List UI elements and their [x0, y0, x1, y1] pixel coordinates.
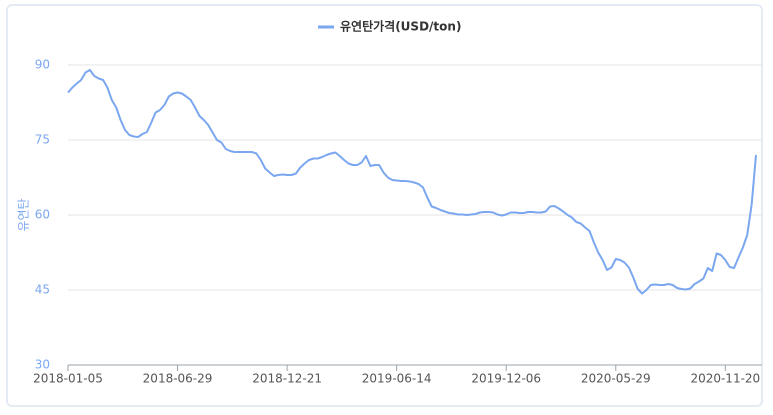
y-tick-label: 60 — [35, 208, 50, 222]
x-tick-label: 2018-06-29 — [143, 372, 213, 386]
y-axis-title: 유연탄 — [17, 198, 31, 231]
x-tick-label: 2019-06-14 — [362, 372, 432, 386]
chart-frame — [6, 4, 763, 407]
y-tick-label: 75 — [35, 133, 50, 147]
x-tick-label: 2020-11-20 — [690, 372, 760, 386]
y-tick-label: 30 — [35, 358, 50, 372]
y-tick-label: 45 — [35, 283, 50, 297]
y-tick-label: 90 — [35, 58, 50, 72]
data-line — [67, 69, 757, 295]
x-tick-label: 2019-12-06 — [471, 372, 541, 386]
x-tick-label: 2018-01-05 — [33, 372, 103, 386]
x-tick-label: 2020-05-29 — [581, 372, 651, 386]
legend-label: 유연탄가격(USD/ton) — [340, 19, 461, 34]
x-tick-label: 2018-12-21 — [252, 372, 322, 386]
